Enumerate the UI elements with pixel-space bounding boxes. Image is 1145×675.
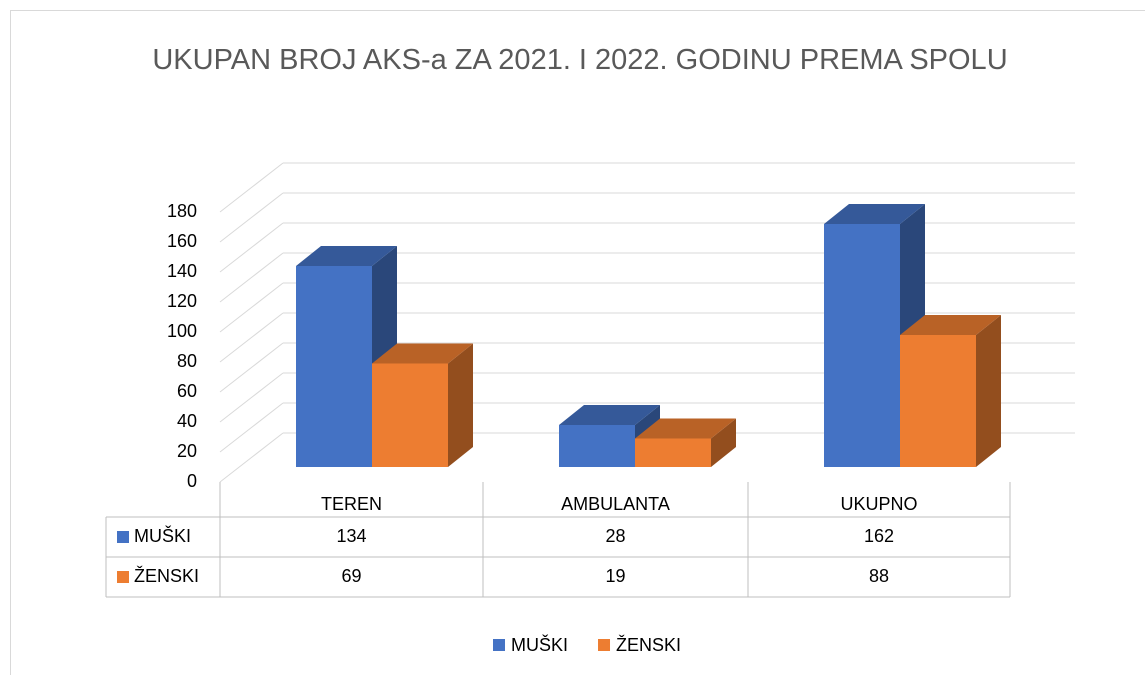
grid-line [219, 222, 284, 273]
bar-side [711, 418, 736, 467]
legend-key [598, 639, 611, 651]
table-value: 19 [605, 566, 625, 586]
x-tick-label: TEREN [321, 494, 382, 514]
table-value: 28 [605, 526, 625, 546]
bar-side [448, 343, 473, 467]
bar-side [976, 315, 1001, 467]
bar-top [900, 315, 1001, 335]
table-row-label: MUŠKI [134, 525, 191, 546]
bar-top [559, 405, 660, 425]
bar-top [824, 204, 925, 224]
legend-label: ŽENSKI [616, 635, 681, 655]
y-tick-label: 100 [167, 321, 197, 341]
grid-line [219, 342, 284, 393]
table-value: 162 [864, 526, 894, 546]
x-tick-label: AMBULANTA [561, 494, 670, 514]
y-tick-label: 40 [177, 411, 197, 431]
bar-front [296, 266, 372, 467]
grid-line [219, 402, 284, 453]
y-tick-label: 140 [167, 261, 197, 281]
table-value: 69 [341, 566, 361, 586]
grid-line [219, 192, 284, 243]
table-value: 134 [336, 526, 366, 546]
grid-line [219, 252, 284, 303]
y-tick-label: 20 [177, 441, 197, 461]
y-tick-label: 0 [187, 471, 197, 491]
y-tick-label: 160 [167, 231, 197, 251]
grid-line [219, 432, 284, 483]
grid-line [219, 162, 284, 213]
chart-title: UKUPAN BROJ AKS-a ZA 2021. I 2022. GODIN… [152, 44, 1008, 76]
chart-border [10, 10, 1145, 675]
y-tick-label: 180 [167, 201, 197, 221]
y-tick-label: 60 [177, 381, 197, 401]
table-row-label: ŽENSKI [134, 566, 199, 586]
bar-top [635, 418, 736, 439]
legend-label: MUŠKI [511, 634, 568, 655]
x-tick-label: UKUPNO [840, 494, 917, 514]
y-tick-label: 120 [167, 291, 197, 311]
bar-front [559, 425, 635, 467]
bar-front [635, 438, 711, 467]
table-key [117, 531, 129, 543]
grid-line [219, 372, 284, 423]
grid-line [219, 282, 284, 333]
legend-key [493, 639, 505, 651]
bar-top [372, 343, 473, 364]
bar-front [824, 224, 900, 467]
grid-line [219, 312, 284, 363]
y-tick-label: 80 [177, 351, 197, 371]
table-value: 88 [869, 566, 889, 586]
table-key [117, 571, 129, 583]
bar-front [900, 335, 976, 467]
bar-top [296, 246, 397, 266]
bar-front [372, 363, 448, 467]
